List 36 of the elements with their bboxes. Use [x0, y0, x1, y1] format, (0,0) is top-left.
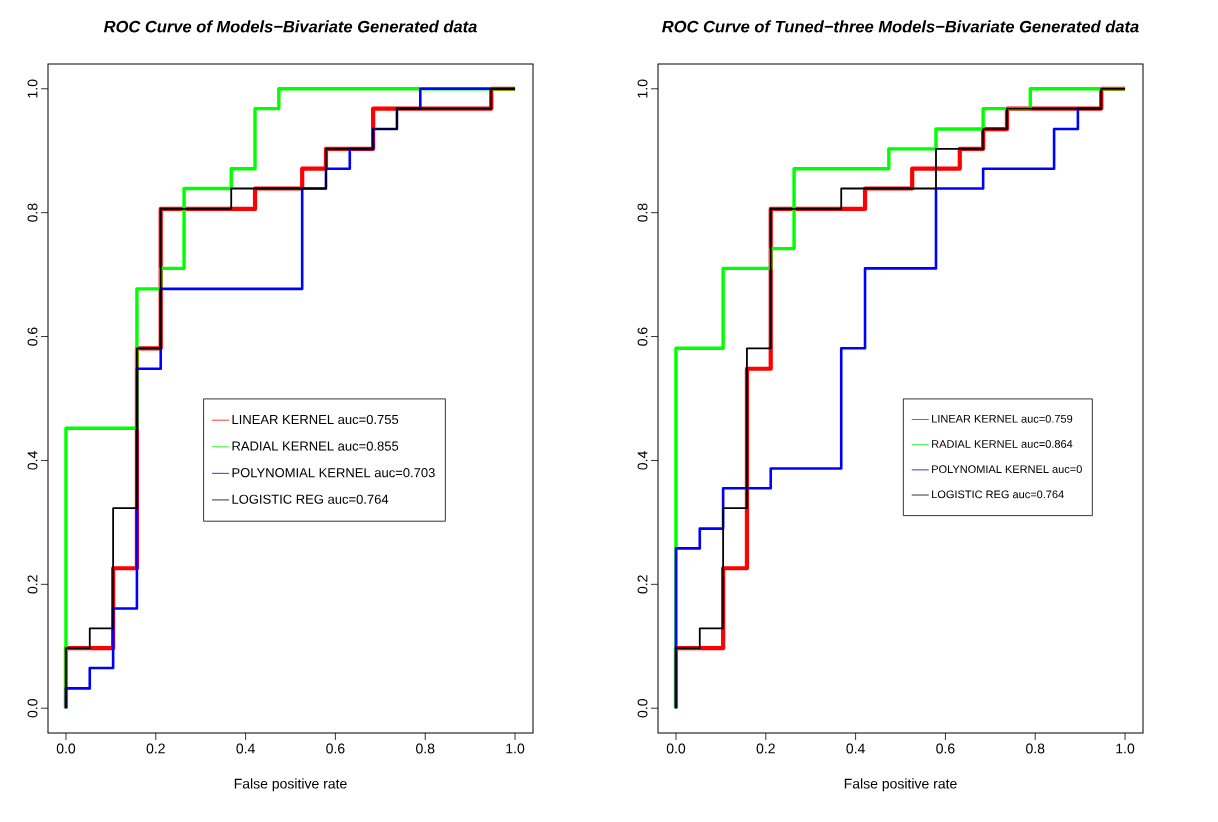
- y-tick-label: 0.4: [637, 451, 648, 470]
- legend-label: LOGISTIC REG auc=0.764: [232, 494, 389, 504]
- x-axis-title: False positive rate: [844, 778, 957, 792]
- y-tick-label: 0.0: [637, 699, 648, 718]
- y-tick-label: 0.0: [27, 699, 38, 718]
- legend-label: LINEAR KERNEL auc=0.755: [232, 414, 399, 425]
- y-tick-label: 1.0: [637, 79, 648, 98]
- x-axis-title: False positive rate: [234, 778, 347, 792]
- legend-label: RADIAL KERNEL auc=0.855: [232, 441, 399, 451]
- x-tick-label: 0.2: [756, 743, 775, 754]
- x-tick-label: 0.0: [56, 743, 76, 754]
- y-tick-label: 1.0: [27, 79, 38, 98]
- y-tick-label: 0.4: [27, 451, 38, 470]
- y-tick-label: 0.8: [27, 203, 38, 222]
- x-tick-label: 1.0: [1116, 743, 1135, 754]
- x-tick-label: 1.0: [506, 743, 525, 754]
- y-tick-label: 0.6: [27, 327, 38, 346]
- x-tick-label: 0.4: [846, 743, 865, 754]
- y-tick-label: 0.8: [637, 203, 648, 222]
- x-tick-label: 0.4: [236, 743, 255, 754]
- x-tick-label: 0.6: [326, 743, 345, 754]
- x-tick-label: 0.2: [146, 743, 165, 754]
- x-tick-label: 0.0: [666, 743, 686, 754]
- x-tick-label: 0.8: [1026, 743, 1045, 754]
- legend-label: RADIAL KERNEL auc=0.864: [932, 440, 1073, 448]
- chart-title: ROC Curve of Tuned−three Models−Bivariate Generated data: [662, 20, 1139, 33]
- y-tick-label: 0.2: [27, 575, 38, 594]
- x-tick-label: 0.6: [936, 743, 955, 754]
- legend-label: LINEAR KERNEL auc=0.759: [932, 414, 1073, 423]
- chart-title: ROC Curve of Models−Bivariate Generated data: [103, 20, 477, 33]
- legend-label: LOGISTIC REG auc=0.764: [932, 490, 1064, 499]
- y-tick-label: 0.6: [637, 327, 648, 346]
- x-tick-label: 0.8: [416, 743, 435, 754]
- legend-label: POLYNOMIAL KERNEL auc=0.703: [232, 468, 435, 478]
- y-tick-label: 0.2: [637, 575, 648, 594]
- legend-label: POLYNOMIAL KERNEL auc=0: [932, 465, 1082, 474]
